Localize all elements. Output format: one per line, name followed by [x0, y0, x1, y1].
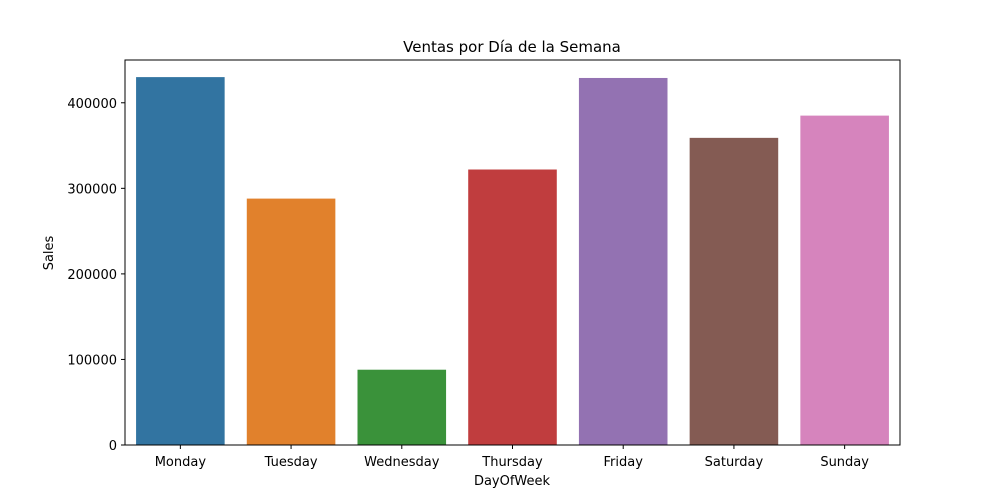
y-axis: 0 100000 200000 300000 400000	[67, 97, 125, 454]
x-axis-label: DayOfWeek	[474, 474, 551, 489]
bar-thursday	[468, 169, 557, 445]
bar-monday	[136, 77, 225, 445]
y-tick-label: 400000	[67, 97, 117, 112]
plot-frame	[124, 59, 901, 446]
x-tick-label: Monday	[155, 455, 207, 470]
bar-tuesday	[246, 198, 336, 445]
bar-friday	[578, 77, 668, 445]
x-tick-label: Thursday	[481, 455, 543, 470]
x-tick-label: Tuesday	[264, 455, 318, 470]
y-axis-label: Sales	[42, 235, 57, 270]
bars-group	[136, 77, 889, 445]
x-tick-label: Sunday	[820, 455, 869, 470]
bar-saturday	[689, 137, 779, 445]
x-axis: Monday Tuesday Wednesday Thursday Friday Satu…	[155, 445, 869, 470]
x-tick-label: Saturday	[705, 455, 764, 470]
bar-wednesday	[357, 369, 447, 445]
y-tick-label: 100000	[67, 353, 117, 368]
y-tick-label: 200000	[67, 268, 117, 283]
y-tick-label: 0	[109, 439, 117, 454]
x-tick-label: Wednesday	[364, 455, 440, 470]
chart-title: Ventas por Día de la Semana	[403, 38, 621, 56]
y-tick-label: 300000	[67, 182, 117, 197]
bar-sunday	[800, 115, 889, 445]
x-tick-label: Friday	[604, 455, 644, 470]
